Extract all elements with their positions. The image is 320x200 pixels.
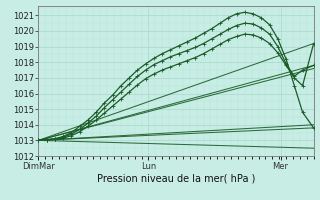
X-axis label: Pression niveau de la mer( hPa ): Pression niveau de la mer( hPa ): [97, 173, 255, 183]
